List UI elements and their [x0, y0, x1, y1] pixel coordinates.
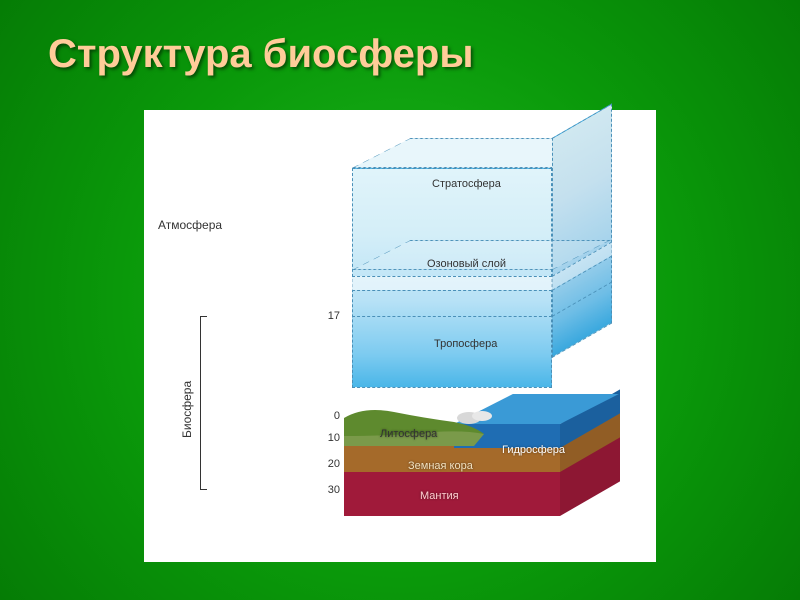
line-ozone-bot	[352, 290, 552, 291]
biosphere-bracket	[200, 316, 201, 490]
biosphere-diagram: Атмосфера Биосфера 17 0 10 20 30	[152, 118, 648, 554]
line-ozone-top	[352, 276, 552, 277]
label-lithosphere: Литосфера	[380, 428, 437, 440]
diagram-panel: Атмосфера Биосфера 17 0 10 20 30	[144, 110, 656, 562]
ozone-band-front	[352, 276, 552, 290]
earth-layers: Литосфера Гидросфера Земная кора Мантия	[344, 408, 620, 540]
tick-20: 20	[312, 458, 340, 470]
slide-title: Структура биосферы	[48, 32, 474, 77]
atmosphere-cube: Стратосфера Озоновый слой Тропосфера	[352, 128, 612, 408]
tick-10: 10	[312, 432, 340, 444]
label-troposphere: Тропосфера	[434, 338, 497, 350]
land-svg	[344, 408, 560, 448]
label-hydrosphere: Гидросфера	[502, 444, 565, 456]
line-tropopause	[352, 316, 552, 317]
label-atmosphere: Атмосфера	[158, 218, 222, 232]
label-mantle: Мантия	[420, 490, 459, 502]
label-crust: Земная кора	[408, 460, 473, 472]
label-stratosphere: Стратосфера	[432, 178, 501, 190]
label-biosphere: Биосфера	[180, 381, 194, 438]
tick-30: 30	[312, 484, 340, 496]
tick-0: 0	[312, 410, 340, 422]
label-ozone: Озоновый слой	[427, 258, 506, 270]
tick-17: 17	[312, 310, 340, 322]
